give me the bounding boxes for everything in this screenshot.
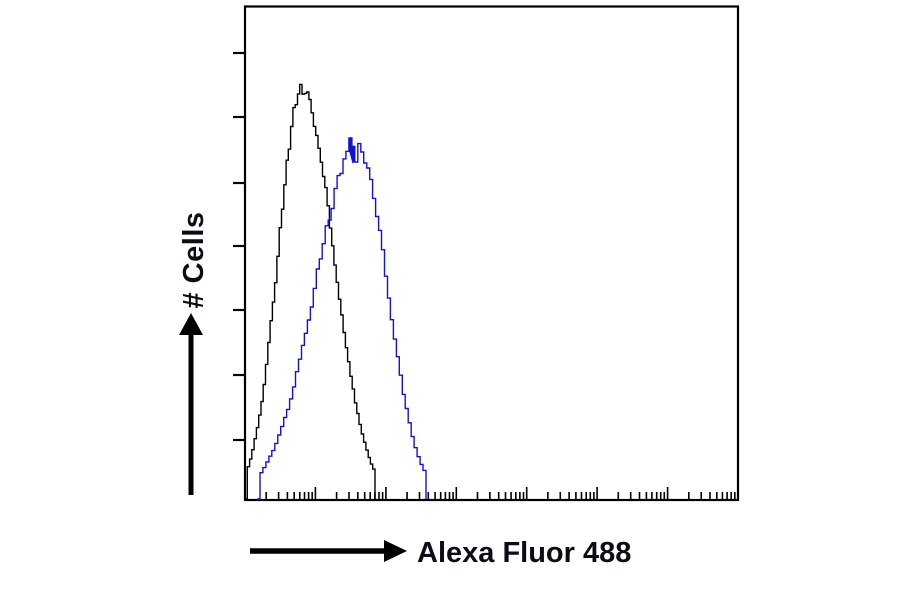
svg-text:Alexa Fluor 488: Alexa Fluor 488 bbox=[417, 537, 631, 569]
svg-text:# Cells: # Cells bbox=[178, 212, 210, 309]
